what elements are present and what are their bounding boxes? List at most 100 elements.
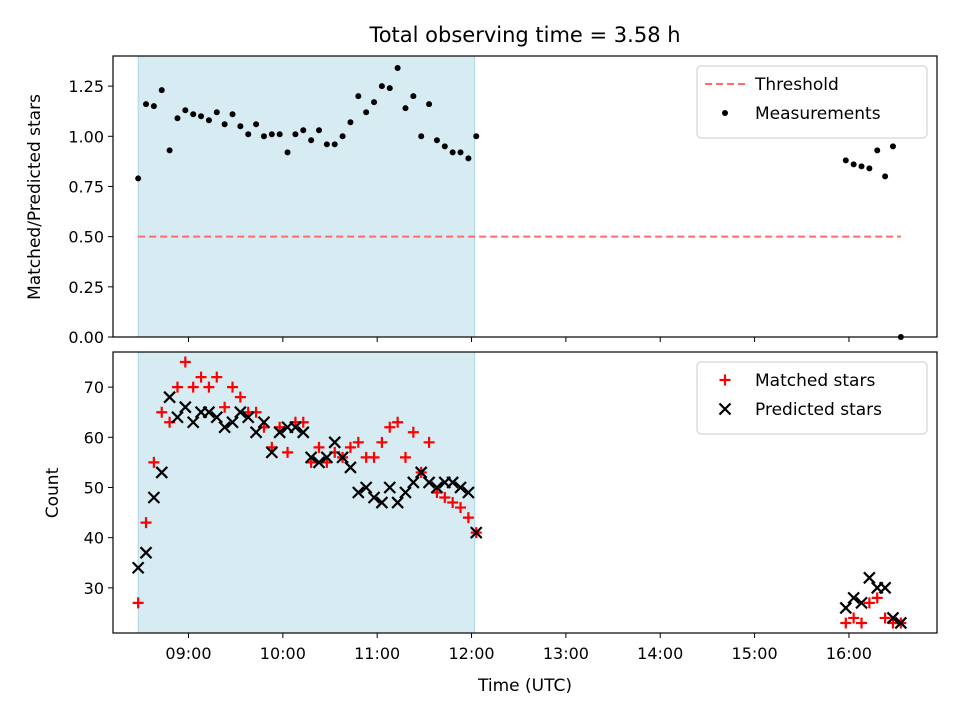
data-point [210,410,224,424]
data-point [273,426,286,439]
data-point [339,133,346,140]
data-point [441,143,448,150]
data-point [422,476,436,489]
data-point [140,517,152,529]
data-point [842,157,849,164]
data-point [331,141,338,148]
series-predicted-stars [131,390,908,630]
data-point [863,571,876,585]
data-point [378,83,385,90]
data-point [155,466,169,479]
data-point [156,406,168,418]
data-point [863,597,875,609]
axes-frame [112,55,938,338]
data-point [218,420,231,434]
data-point [143,101,150,108]
ratio-panel: 0.00 0.25 0.50 0.75 1.00 1.25 Threshold Measure… [68,55,938,347]
data-point [344,461,357,474]
data-point [227,381,239,393]
data-point [375,496,389,509]
data-point [135,175,142,182]
data-point [447,497,459,509]
data-point [253,121,260,128]
y-tick-label: 0.00 [68,328,104,347]
data-point [473,133,480,140]
legend: Threshold Measurements [696,65,928,139]
data-point [457,149,464,156]
data-point [174,115,181,122]
series-measurements [135,65,904,340]
data-point [195,371,207,383]
x-axis-label: Time (UTC) [477,676,572,696]
data-point [308,137,315,144]
data-point [313,441,325,453]
data-point [344,441,356,453]
data-point [202,405,216,419]
y-tick-label: 1.25 [68,77,104,96]
data-point [882,173,889,180]
data-point [292,131,299,138]
data-point [182,107,189,114]
x-tick-label: 16:00 [826,644,872,663]
data-point [866,165,873,172]
legend-marker-icon [722,110,728,116]
count-panel: 30 40 50 60 70 09:00 10:00 11:00 12:00 13:00 14:00… [84,351,938,663]
legend-frame [696,65,928,139]
data-point [131,561,145,575]
data-point [889,143,896,150]
data-point [312,456,326,469]
data-point [414,466,428,479]
data-point [179,356,191,368]
data-point [139,546,153,559]
data-point [462,486,475,499]
data-point [234,405,247,419]
data-point [391,496,404,509]
data-point [219,401,231,413]
data-point [241,410,255,424]
data-point [229,111,236,118]
y-tick-label: 50 [84,478,104,497]
data-point [336,451,349,464]
data-point [856,617,868,629]
data-point [855,596,868,610]
data-point [449,149,456,156]
y-tick-label: 1.00 [68,127,104,146]
data-point [203,381,215,393]
data-point [839,601,853,615]
legend-label: Predicted stars [755,400,882,420]
data-point [289,420,302,434]
data-point [394,65,401,72]
data-point [300,127,307,134]
y-tick-label: 0.75 [68,177,104,196]
data-point [383,481,397,494]
data-point [371,99,378,106]
data-point [268,131,275,138]
data-point [407,476,420,489]
y-tick-label: 0.25 [68,278,104,297]
legend-marker-icon [718,402,732,416]
data-point [158,87,165,94]
data-point [347,119,354,126]
data-point [352,486,365,499]
data-point [147,491,161,504]
data-point [265,446,279,459]
chart-title: Total observing time = 3.58 h [368,23,680,47]
data-point [148,456,160,468]
y-tick-label: 0.50 [68,228,104,247]
y-axis-label-count: Count [43,467,63,518]
data-point [171,381,183,393]
data-point [848,612,860,624]
y-tick-label: 40 [84,529,104,548]
data-point [439,492,451,504]
data-point [407,426,419,438]
data-point [355,93,362,100]
data-point [454,481,467,494]
legend-marker-icon [719,374,731,386]
data-point [430,481,444,494]
data-point [226,415,239,429]
data-point [850,161,857,168]
legend-label: Matched stars [755,371,875,391]
legend-label: Measurements [755,104,881,124]
x-tick-label: 14:00 [637,644,683,663]
